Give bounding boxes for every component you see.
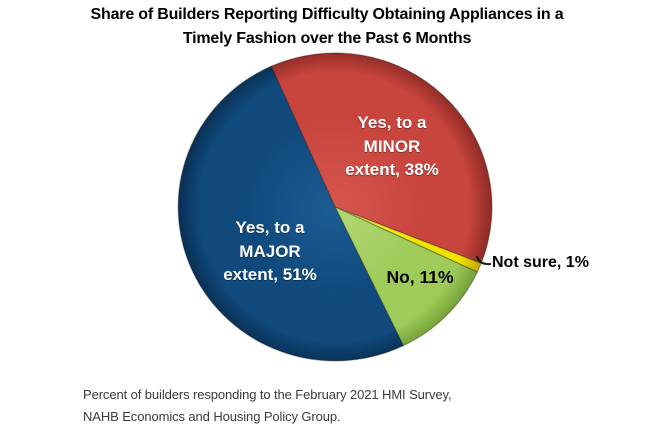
slice-label-minor: Yes, to a MINOR extent, 38% [302, 111, 482, 182]
chart-title: Share of Builders Reporting Difficulty O… [0, 3, 654, 51]
slice-label-minor-line3: extent, 38% [345, 160, 439, 179]
slice-label-minor-line2: MINOR [363, 136, 421, 156]
slice-label-minor-line1: Yes, to a [357, 113, 427, 132]
not-sure-leader-line [476, 255, 492, 266]
slice-label-major-line2: MAJOR [239, 241, 301, 261]
slice-label-major-line1: Yes, to a [235, 218, 305, 237]
pie-slice-major [177, 65, 405, 362]
chart-title-line2: Timely Fashion over the Past 6 Months [182, 30, 472, 47]
chart-title-line1: Share of Builders Reporting Difficulty O… [90, 6, 564, 23]
slice-label-major: Yes, to a MAJOR extent, 51% [180, 216, 360, 287]
pie-slice-minor [270, 52, 493, 265]
slice-label-not-sure: Not sure, 1% [492, 254, 589, 271]
slice-label-no: No, 11% [386, 267, 454, 287]
source-note-line2: NAHB Economics and Housing Policy Group. [83, 408, 341, 424]
slice-label-major-line3: extent, 51% [223, 265, 317, 284]
pie-slice-no [333, 205, 479, 347]
source-note-line1: Percent of builders responding to the Fe… [83, 387, 452, 402]
source-note: Percent of builders responding to the Fe… [83, 384, 452, 427]
